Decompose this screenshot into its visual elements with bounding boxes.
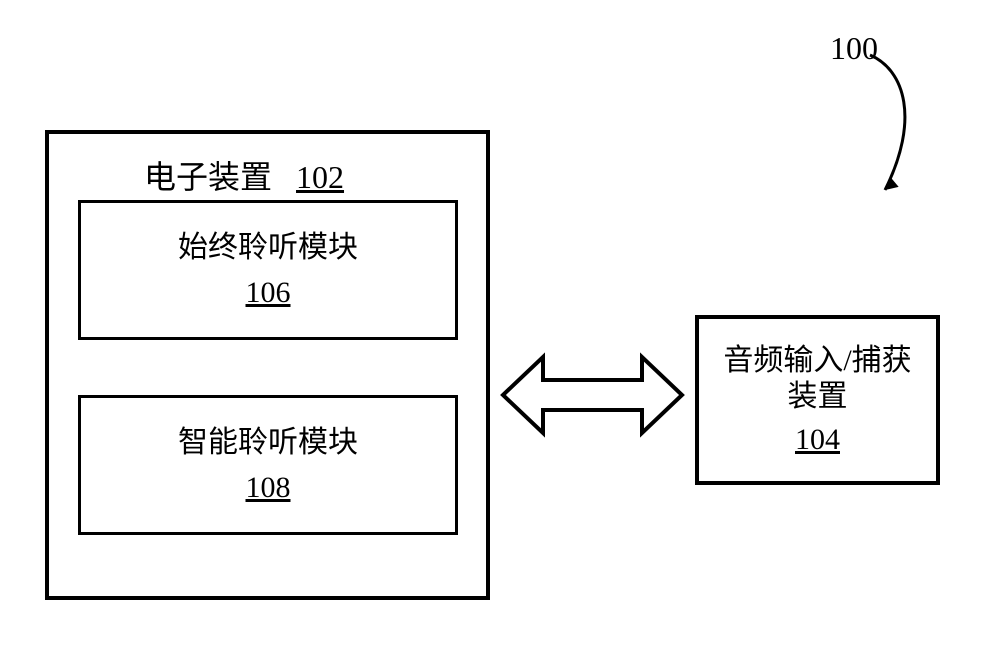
diagram-canvas: 100 电子装置 102 始终聆听模块 106 智能聆听模块 108 音频输入/…	[0, 0, 1000, 667]
bidirectional-arrow	[0, 0, 1000, 667]
